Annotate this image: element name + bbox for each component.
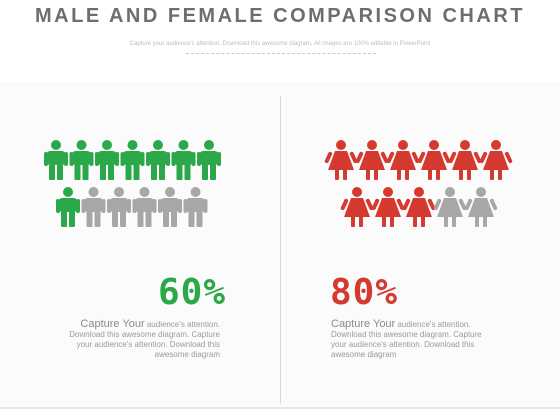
male-person-icon [107,187,131,227]
female-description-text: audience's attention. Download this awes… [331,320,482,359]
male-person-icon [95,140,119,180]
male-person-icon [132,187,157,227]
female-person-icon [464,187,498,227]
bottom-rule [0,407,560,409]
male-person-icon [158,187,182,227]
male-person-icon [69,140,94,180]
male-person-icon [120,140,145,180]
panel-divider [280,96,281,404]
male-person-icon [146,140,170,180]
page-title: MALE AND FEMALE COMPARISON CHART [35,5,525,27]
male-person-icon [183,187,208,227]
female-person-icon [402,187,436,227]
female-person-icon [371,187,405,227]
male-description: Capture Your audience's attention. Downl… [60,319,220,360]
subtitle-divider [186,53,376,54]
female-person-icon [433,187,467,227]
male-person-icon [44,140,68,180]
male-description-text: audience's attention. Download this awes… [69,320,220,359]
female-percentage: 80% [330,272,399,313]
male-person-icon [171,140,196,180]
female-person-icon [324,140,358,180]
female-person-icon [340,187,374,227]
male-description-lead: Capture Your [80,318,145,330]
female-person-icon [417,140,451,180]
page-subtitle: Capture your audience's attention. Downl… [129,41,431,47]
female-description-lead: Capture Your [331,318,396,330]
female-person-icon [386,140,420,180]
female-person-icon [479,140,513,180]
male-person-icon [56,187,80,227]
female-description: Capture Your audience's attention. Downl… [331,319,491,360]
female-person-icon [448,140,482,180]
male-percentage: 60% [158,272,227,313]
male-person-icon [81,187,106,227]
male-person-icon [197,140,221,180]
female-person-icon [355,140,389,180]
